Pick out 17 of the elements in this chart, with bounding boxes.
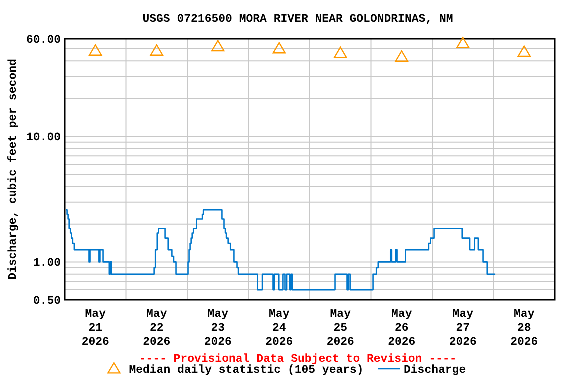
x-tick-label: May 21 2026 bbox=[82, 308, 110, 349]
y-tick-label: 0.50 bbox=[33, 295, 62, 308]
y-tick-label: 1.00 bbox=[33, 257, 62, 270]
legend-label: Median daily statistic (105 years) bbox=[129, 364, 364, 377]
y-tick-label: 60.00 bbox=[26, 34, 62, 48]
text: ---- Provisional Data Subject to Revision ---- bbox=[139, 353, 457, 366]
x-tick-label: May 22 2026 bbox=[143, 308, 171, 349]
x-tick-label: May 26 2026 bbox=[388, 308, 416, 349]
x-tick-label: May 27 2026 bbox=[449, 308, 478, 349]
legend-label: Discharge bbox=[404, 364, 466, 377]
y-axis-title: Discharge, cubic feet per second bbox=[7, 58, 20, 280]
x-tick-label: May 24 2026 bbox=[266, 308, 294, 349]
y-tick-label: 10.00 bbox=[26, 132, 62, 145]
x-tick-label: May 28 2026 bbox=[510, 308, 538, 349]
chart-title: USGS 07216500 MORA RIVER NEAR GOLONDRINAS, NM bbox=[142, 13, 454, 26]
x-tick-label: May 25 2026 bbox=[326, 308, 355, 349]
x-tick-label: May 23 2026 bbox=[204, 308, 232, 349]
